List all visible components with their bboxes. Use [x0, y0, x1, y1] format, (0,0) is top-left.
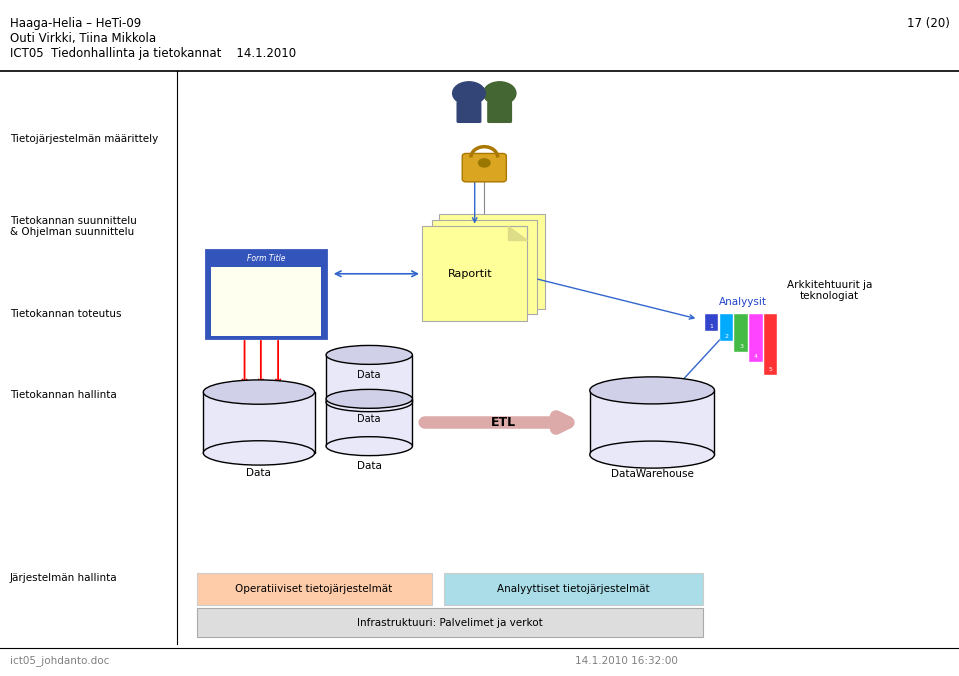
- Text: 4: 4: [754, 354, 758, 359]
- Text: Analyyttiset tietojärjestelmät: Analyyttiset tietojärjestelmät: [497, 584, 650, 594]
- FancyBboxPatch shape: [590, 391, 714, 454]
- Text: ict05_johdanto.doc: ict05_johdanto.doc: [10, 655, 109, 666]
- Text: Järjestelmän hallinta: Järjestelmän hallinta: [10, 573, 117, 583]
- Text: ETL: ETL: [491, 416, 516, 429]
- Ellipse shape: [203, 441, 315, 465]
- Text: Data: Data: [358, 370, 381, 380]
- Text: 2: 2: [724, 334, 728, 339]
- Ellipse shape: [203, 380, 315, 404]
- Text: Tietokannan suunnittelu
& Ohjelman suunnittelu: Tietokannan suunnittelu & Ohjelman suunn…: [10, 216, 136, 237]
- Text: Tietokannan hallinta: Tietokannan hallinta: [10, 391, 116, 400]
- Ellipse shape: [590, 377, 714, 404]
- Circle shape: [479, 159, 490, 167]
- Text: Data: Data: [246, 468, 271, 478]
- FancyBboxPatch shape: [735, 314, 748, 352]
- FancyBboxPatch shape: [197, 608, 703, 637]
- Polygon shape: [508, 226, 527, 240]
- Text: Operatiiviset tietojärjestelmät: Operatiiviset tietojärjestelmät: [236, 584, 392, 594]
- FancyBboxPatch shape: [462, 153, 506, 182]
- Text: Haaga-Helia – HeTi-09: Haaga-Helia – HeTi-09: [10, 17, 141, 30]
- Text: ICT05  Tiedonhallinta ja tietokannat    14.1.2010: ICT05 Tiedonhallinta ja tietokannat 14.1…: [10, 47, 295, 59]
- Text: Outi Virkki, Tiina Mikkola: Outi Virkki, Tiina Mikkola: [10, 32, 155, 45]
- FancyBboxPatch shape: [719, 314, 733, 341]
- FancyBboxPatch shape: [456, 101, 481, 123]
- FancyBboxPatch shape: [749, 314, 762, 362]
- Text: Form Title: Form Title: [246, 254, 286, 264]
- Text: 5: 5: [769, 368, 773, 372]
- Ellipse shape: [326, 393, 412, 412]
- Text: Tietojärjestelmän määrittely: Tietojärjestelmän määrittely: [10, 134, 158, 143]
- FancyBboxPatch shape: [764, 314, 778, 375]
- FancyBboxPatch shape: [439, 214, 545, 309]
- Text: DataWarehouse: DataWarehouse: [611, 469, 693, 479]
- FancyBboxPatch shape: [206, 250, 326, 338]
- Text: 14.1.2010 16:32:00: 14.1.2010 16:32:00: [575, 656, 678, 666]
- Text: Raportit: Raportit: [448, 269, 492, 279]
- Ellipse shape: [326, 345, 412, 364]
- Circle shape: [453, 82, 485, 105]
- Text: Data: Data: [357, 461, 382, 471]
- FancyBboxPatch shape: [197, 573, 432, 605]
- Text: Analyysit: Analyysit: [719, 297, 767, 307]
- FancyBboxPatch shape: [705, 314, 718, 331]
- FancyBboxPatch shape: [203, 392, 315, 453]
- Text: Infrastruktuuri: Palvelimet ja verkot: Infrastruktuuri: Palvelimet ja verkot: [357, 618, 543, 628]
- Ellipse shape: [590, 441, 714, 468]
- FancyBboxPatch shape: [432, 220, 537, 314]
- Ellipse shape: [326, 389, 412, 408]
- FancyBboxPatch shape: [326, 399, 412, 446]
- FancyBboxPatch shape: [422, 226, 527, 321]
- Circle shape: [483, 82, 516, 105]
- Text: 1: 1: [710, 324, 713, 329]
- FancyBboxPatch shape: [326, 355, 412, 402]
- Ellipse shape: [326, 437, 412, 456]
- Text: Arkkitehtuurit ja
teknologiat: Arkkitehtuurit ja teknologiat: [786, 280, 873, 301]
- FancyBboxPatch shape: [487, 101, 512, 123]
- Text: 3: 3: [739, 344, 743, 349]
- Text: Tietokannan toteutus: Tietokannan toteutus: [10, 310, 121, 319]
- Text: 17 (20): 17 (20): [906, 17, 949, 30]
- Text: Data: Data: [358, 414, 381, 424]
- FancyBboxPatch shape: [444, 573, 703, 605]
- FancyBboxPatch shape: [211, 267, 321, 336]
